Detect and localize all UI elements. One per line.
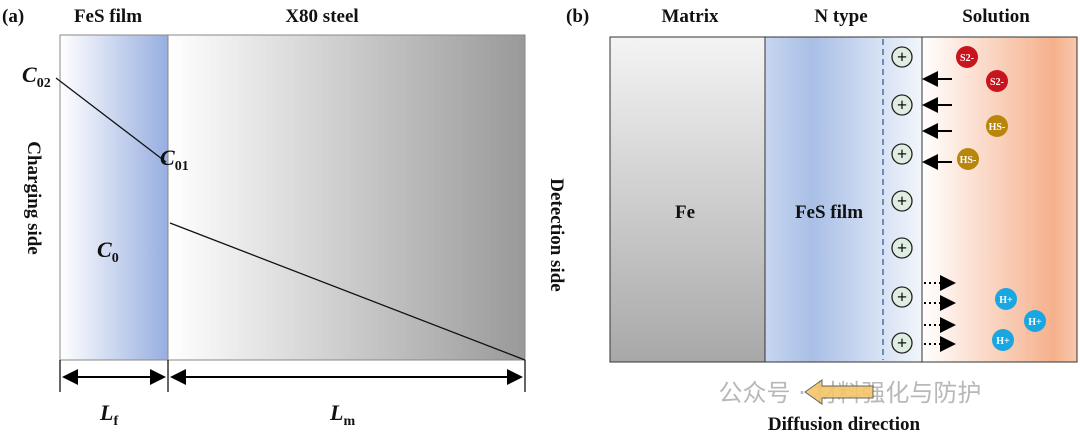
svg-text:S2-: S2- [960, 53, 974, 64]
svg-text:+: + [897, 191, 907, 211]
svg-text:H+: H+ [999, 295, 1013, 306]
dimension-lines [59, 360, 526, 392]
ion-h: H+ [995, 288, 1017, 310]
c0-label: C0 [97, 237, 119, 266]
positive-charges: + + + + + + + [891, 46, 913, 354]
positive-charge-icon: + [891, 190, 913, 212]
svg-text:+: + [897, 333, 907, 353]
fes-film-region [59, 34, 169, 361]
svg-text:S2-: S2- [990, 77, 1004, 88]
ion-s2: S2- [986, 70, 1008, 92]
ion-hs: HS- [957, 148, 979, 170]
fe-region [609, 36, 766, 363]
steel-region [167, 34, 526, 361]
panel-a: (a) FeS film X80 steel C02 C01 C0 Chargi… [2, 6, 567, 429]
svg-text:H+: H+ [1028, 317, 1042, 328]
flux-arrows [922, 71, 956, 352]
svg-text:HS-: HS- [989, 122, 1006, 133]
film-title: FeS film [74, 6, 142, 27]
film-concentration-line [55, 77, 167, 163]
lf-label: Lf [99, 400, 118, 429]
ion-s2: S2- [956, 46, 978, 68]
solution-title: Solution [962, 6, 1030, 27]
positive-charge-icon: + [891, 143, 913, 165]
svg-text:+: + [897, 238, 907, 258]
ion-hs: HS- [986, 115, 1008, 137]
panel-b-label: (b) [566, 6, 589, 27]
positive-charge-icon: + [891, 94, 913, 116]
diffusion-arrow-icon [804, 379, 874, 405]
film-label: FeS film [795, 202, 863, 223]
steel-concentration-line [169, 222, 526, 361]
svg-text:+: + [897, 287, 907, 307]
panel-a-label: (a) [2, 6, 24, 27]
panel-b: (b) Matrix N type Solution Fe FeS film +… [566, 6, 1078, 435]
ion-h: H+ [992, 329, 1014, 351]
svg-text:+: + [897, 95, 907, 115]
positive-charge-icon: + [891, 332, 913, 354]
positive-charge-icon: + [891, 286, 913, 308]
svg-text:+: + [897, 47, 907, 67]
svg-text:+: + [897, 144, 907, 164]
svg-text:HS-: HS- [960, 155, 977, 166]
svg-text:H+: H+ [996, 336, 1010, 347]
lm-label: Lm [329, 400, 355, 429]
c01-label: C01 [160, 145, 189, 174]
ions: S2- S2- HS- HS- H+ H+ H+ [956, 46, 1046, 351]
c02-label: C02 [22, 62, 51, 91]
steel-title: X80 steel [285, 6, 358, 27]
detection-side-label: Detection side [546, 178, 567, 291]
diffusion-direction-label: Diffusion direction [768, 414, 921, 435]
positive-charge-icon: + [891, 237, 913, 259]
fe-label: Fe [675, 202, 695, 223]
ntype-title: N type [814, 6, 867, 27]
ion-h: H+ [1024, 310, 1046, 332]
matrix-title: Matrix [662, 6, 719, 27]
charging-side-label: Charging side [23, 141, 44, 255]
positive-charge-icon: + [891, 46, 913, 68]
